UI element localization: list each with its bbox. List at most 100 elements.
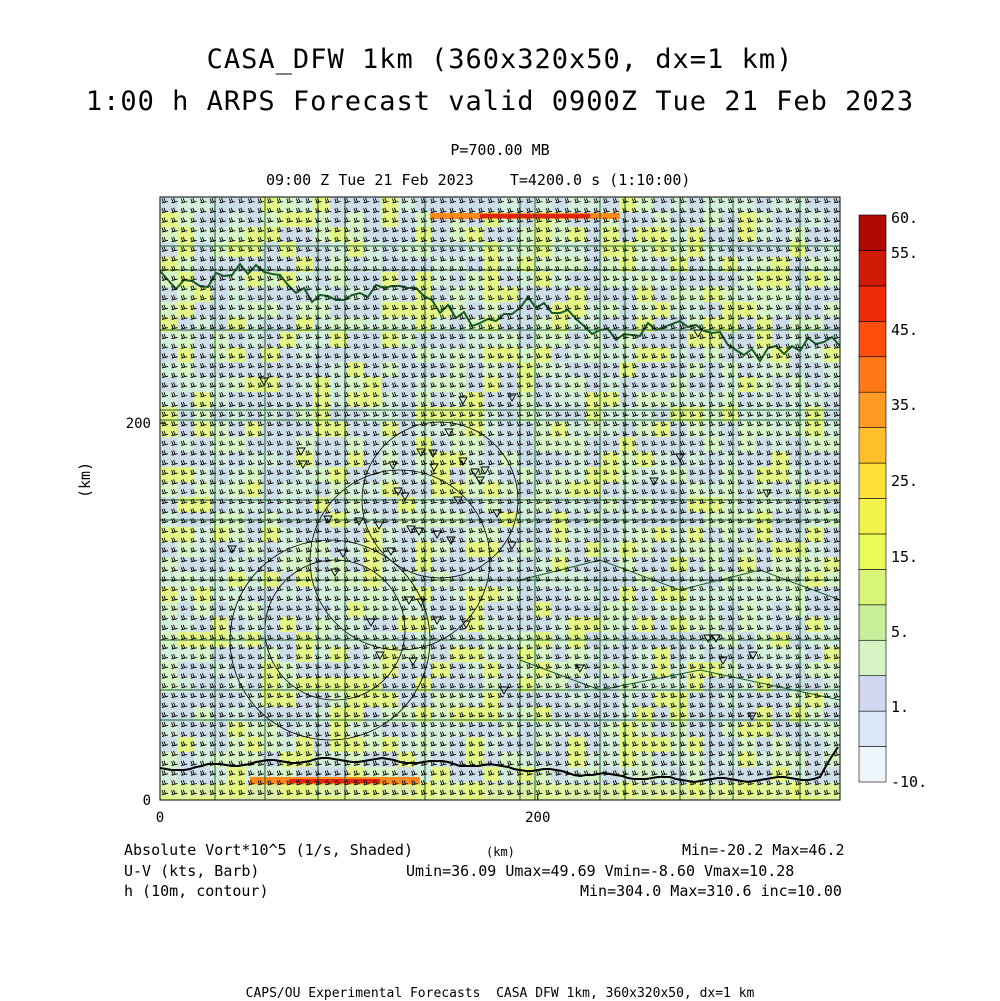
- shade-cell: [449, 332, 467, 348]
- shade-cell: [602, 347, 620, 363]
- shade-cell: [500, 497, 518, 513]
- shade-cell: [228, 377, 246, 393]
- shade-cell: [279, 347, 297, 363]
- shade-cell: [194, 212, 212, 228]
- shade-cell: [721, 542, 739, 558]
- shade-cell: [619, 377, 637, 393]
- shade-cell: [721, 467, 739, 483]
- shade-cell: [398, 497, 416, 513]
- shade-cell: [245, 362, 263, 378]
- shade-cell: [670, 227, 688, 243]
- shade-cell: [687, 377, 705, 393]
- shade-cell: [347, 212, 365, 228]
- shade-cell: [347, 467, 365, 483]
- shade-cell: [789, 542, 807, 558]
- shade-cell: [364, 347, 382, 363]
- shade-cell: [347, 647, 365, 663]
- shade-cell: [228, 527, 246, 543]
- shade-cell: [228, 692, 246, 708]
- shade-cell: [704, 212, 722, 228]
- shade-cell: [721, 497, 739, 513]
- shade-cell: [619, 647, 637, 663]
- shade-cell: [449, 347, 467, 363]
- shade-cell: [347, 362, 365, 378]
- shade-cell: [211, 542, 229, 558]
- shade-cell: [449, 242, 467, 258]
- shade-cell: [449, 497, 467, 513]
- shade-cell: [313, 242, 331, 258]
- shade-cell: [823, 347, 841, 363]
- shade-cell: [670, 197, 688, 213]
- shade-cell: [347, 302, 365, 318]
- shade-cell: [296, 212, 314, 228]
- shade-cell: [721, 197, 739, 213]
- shade-cell: [619, 662, 637, 678]
- shade-cell: [449, 692, 467, 708]
- shade-cell: [772, 347, 790, 363]
- shade-cell: [245, 377, 263, 393]
- shade-cell: [670, 377, 688, 393]
- shade-cell: [449, 467, 467, 483]
- shade-cell: [398, 347, 416, 363]
- shade-cell: [670, 527, 688, 543]
- shade-cell: [245, 527, 263, 543]
- shade-cell: [721, 362, 739, 378]
- shade-cell: [211, 377, 229, 393]
- shade-cell: [347, 197, 365, 213]
- shade-cell: [449, 662, 467, 678]
- shade-cell: [449, 377, 467, 393]
- shade-cell: [398, 377, 416, 393]
- shade-cell: [500, 332, 518, 348]
- shade-cell: [806, 212, 824, 228]
- shade-cell: [449, 362, 467, 378]
- shade-cell: [296, 242, 314, 258]
- shade-cell: [619, 212, 637, 228]
- shade-cell: [483, 347, 501, 363]
- shade-cell: [619, 692, 637, 708]
- shade-cell: [823, 362, 841, 378]
- shade-cell: [398, 332, 416, 348]
- shade-cell: [704, 542, 722, 558]
- shade-cell: [415, 242, 433, 258]
- shade-cell: [228, 212, 246, 228]
- shade-cell: [568, 692, 586, 708]
- shade-cell: [398, 212, 416, 228]
- shade-cell: [245, 542, 263, 558]
- shade-cell: [449, 197, 467, 213]
- shade-cell: [398, 467, 416, 483]
- shade-cell: [704, 377, 722, 393]
- shade-cell: [619, 347, 637, 363]
- shade-cell: [823, 542, 841, 558]
- shade-cell: [823, 662, 841, 678]
- shade-cell: [670, 692, 688, 708]
- shade-cell: [449, 227, 467, 243]
- shade-cell: [449, 542, 467, 558]
- shade-cell: [500, 347, 518, 363]
- shade-cell: [177, 497, 195, 513]
- shade-cell: [823, 497, 841, 513]
- shade-cell: [636, 482, 654, 498]
- shade-cell: [364, 467, 382, 483]
- shade-cell: [364, 647, 382, 663]
- shade-cell: [347, 347, 365, 363]
- shade-cell: [177, 347, 195, 363]
- shade-cell: [432, 737, 450, 753]
- shade-cell: [398, 197, 416, 213]
- shade-cell: [449, 527, 467, 543]
- shade-cell: [211, 212, 229, 228]
- shade-band-edge: [160, 784, 840, 800]
- shade-cell: [721, 527, 739, 543]
- shade-cell: [398, 362, 416, 378]
- shade-cell: [568, 542, 586, 558]
- shade-cell: [466, 377, 484, 393]
- shade-cell: [670, 347, 688, 363]
- shade-cell: [398, 542, 416, 558]
- shade-cell: [619, 497, 637, 513]
- shade-cell: [228, 332, 246, 348]
- shade-cell: [483, 332, 501, 348]
- shade-cell: [466, 692, 484, 708]
- shade-cell: [228, 467, 246, 483]
- shade-cell: [364, 482, 382, 498]
- shade-cell: [500, 662, 518, 678]
- shade-cell: [619, 197, 637, 213]
